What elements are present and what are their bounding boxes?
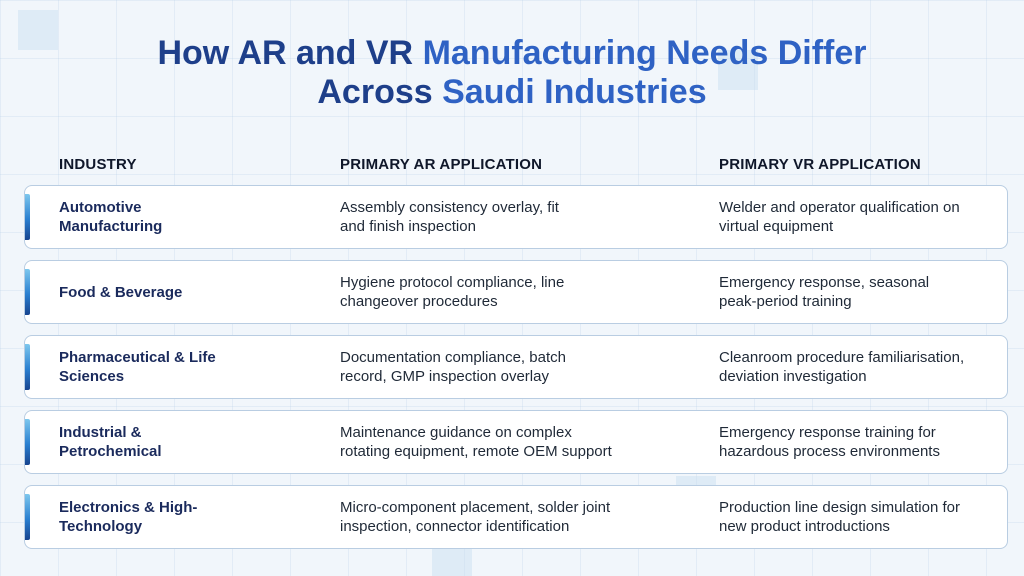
ar-application-line: Maintenance guidance on complex (340, 424, 572, 441)
industry-name-line: Technology (59, 518, 143, 535)
ar-application: Maintenance guidance on complex rotating … (340, 411, 670, 473)
industry-name-line: Food & Beverage (59, 283, 183, 301)
decorative-square (718, 50, 758, 90)
ar-application-line: Documentation compliance, batch (340, 349, 566, 366)
industry-name: Automotive Manufacturing (59, 186, 269, 248)
ar-application-line: Hygiene protocol compliance, line (340, 274, 565, 291)
vr-application: Production line design simulation for new… (719, 486, 1004, 548)
vr-application: Cleanroom procedure familiarisation, devi… (719, 336, 1004, 398)
vr-application-line: virtual equipment (719, 218, 834, 235)
row-accent-bar (25, 194, 30, 240)
vr-application-line: Emergency response training for (719, 424, 936, 441)
vr-application-line: Welder and operator qualification on (719, 199, 960, 216)
ar-application-line: changeover procedures (340, 293, 498, 310)
industry-name-line: Electronics & High- (59, 499, 198, 516)
industry-name: Industrial & Petrochemical (59, 411, 269, 473)
ar-application-line: and finish inspection (340, 218, 476, 235)
vr-application: Emergency response training for hazardous… (719, 411, 1004, 473)
row-accent-bar (25, 419, 30, 465)
row-accent-bar (25, 494, 30, 540)
vr-application-line: Cleanroom procedure familiarisation, (719, 349, 965, 366)
vr-application-line: new product introductions (719, 518, 890, 535)
ar-application-line: Assembly consistency overlay, fit (340, 199, 559, 216)
vr-application-line: hazardous process environments (719, 443, 940, 460)
row-accent-bar (25, 344, 30, 390)
table-row: Automotive Manufacturing Assembly consiste… (24, 185, 1008, 249)
ar-application: Hygiene protocol compliance, line changeo… (340, 261, 670, 323)
ar-application-line: record, GMP inspection overlay (340, 368, 549, 385)
column-header-vr: PRIMARY VR APPLICATION (719, 156, 921, 173)
decorative-square (18, 10, 58, 50)
vr-application: Emergency response, seasonal peak-period … (719, 261, 1004, 323)
industry-name-line: Manufacturing (59, 218, 163, 235)
industry-name-line: Industrial & (59, 424, 142, 441)
industry-name: Electronics & High- Technology (59, 486, 269, 548)
table-row: Food & Beverage Hygiene protocol complian… (24, 260, 1008, 324)
vr-application-line: deviation investigation (719, 368, 867, 385)
table-row: Pharmaceutical & Life Sciences Documentati… (24, 335, 1008, 399)
vr-application-line: Production line design simulation for (719, 499, 960, 516)
ar-application: Documentation compliance, batch record, G… (340, 336, 670, 398)
row-accent-bar (25, 269, 30, 315)
vr-application-line: Emergency response, seasonal (719, 274, 930, 291)
industry-name-line: Petrochemical (59, 443, 162, 460)
industry-name: Pharmaceutical & Life Sciences (59, 336, 269, 398)
vr-application-line: peak-period training (719, 293, 852, 310)
table-row: Industrial & Petrochemical Maintenance gui… (24, 410, 1008, 474)
ar-application-line: Micro-component placement, solder joint (340, 499, 611, 516)
decorative-square (432, 548, 472, 576)
column-header-industry: INDUSTRY (59, 156, 137, 173)
ar-application: Assembly consistency overlay, fit and fin… (340, 186, 670, 248)
page-title: How AR and VR Manufacturing Needs Differ… (157, 34, 867, 111)
industry-name-line: Automotive (59, 199, 142, 216)
table-row: Electronics & High- Technology Micro-compo… (24, 485, 1008, 549)
industry-name: Food & Beverage (59, 261, 269, 323)
industry-name-line: Sciences (59, 368, 125, 385)
vr-application: Welder and operator qualification on virt… (719, 186, 1004, 248)
industry-name-line: Pharmaceutical & Life (59, 349, 216, 366)
column-header-ar: PRIMARY AR APPLICATION (340, 156, 543, 173)
ar-application-line: rotating equipment, remote OEM support (340, 443, 612, 460)
ar-application: Micro-component placement, solder joint i… (340, 486, 670, 548)
ar-application-line: inspection, connector identification (340, 518, 570, 535)
